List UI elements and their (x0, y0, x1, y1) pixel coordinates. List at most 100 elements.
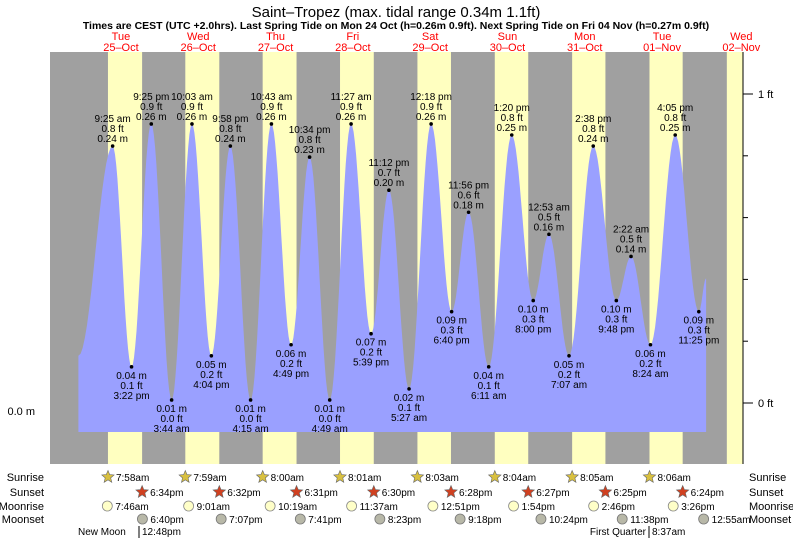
low-tide-point (327, 398, 332, 402)
moonset-time: 8:23pm (388, 515, 421, 526)
high-tide-time: 12:18 pm (410, 92, 452, 103)
low-tide-m: 0.09 m (684, 316, 715, 327)
moonrise-time: 9:01am (197, 502, 230, 513)
moonset-time: 11:38pm (630, 515, 668, 526)
low-tide-point (209, 354, 214, 358)
day-date: 28–Oct (335, 42, 370, 54)
moonset-icon (137, 513, 148, 525)
high-tide-time: 4:05 pm (657, 103, 693, 114)
moonset-icon (374, 513, 386, 525)
low-tide-point (614, 298, 619, 303)
row-label-right-moonset: Moonset (749, 514, 791, 526)
day-name: Tue (112, 31, 131, 43)
low-tide-point (169, 398, 174, 402)
sunrise-icon (178, 469, 193, 483)
moonrise-icon (264, 500, 276, 512)
low-tide-ft: 0.0 ft (319, 414, 341, 425)
moonset-icon (294, 513, 306, 525)
high-tide-time: 12:53 am (528, 202, 570, 213)
sunrise-icon (410, 469, 425, 483)
sunset-time: 6:32pm (227, 488, 260, 499)
day-labels: Tue25–OctWed26–OctThu27–OctFri28–OctSat2… (103, 31, 761, 54)
low-tide-time: 3:22 pm (113, 391, 149, 402)
right-axis-label: 1 ft (758, 89, 773, 101)
high-tide-time: 2:22 am (613, 224, 649, 235)
left-axis-zero-label: 0.0 m (7, 406, 35, 418)
high-tide-ft: 0.5 ft (538, 212, 560, 223)
high-tide-point (228, 144, 233, 148)
low-tide-point (289, 342, 293, 347)
high-tide-m: 0.26 m (136, 112, 167, 123)
high-tide-time: 9:58 pm (212, 114, 248, 125)
high-tide-point (149, 122, 154, 126)
high-tide-m: 0.26 m (336, 112, 367, 123)
sunset-icon (521, 484, 536, 498)
high-tide-point (349, 122, 353, 126)
high-tide-time: 1:20 pm (494, 103, 530, 114)
low-tide-time: 11:25 pm (678, 336, 719, 347)
sunset-icon (675, 484, 690, 498)
low-tide-m: 0.06 m (276, 349, 307, 360)
high-tide-ft: 0.9 ft (420, 102, 442, 113)
sunset-icon (444, 484, 458, 498)
day-date: 30–Oct (490, 42, 525, 54)
low-tide-m: 0.01 m (156, 404, 187, 415)
moon-phase-name: First Quarter (590, 527, 647, 538)
low-tide-ft: 0.3 ft (605, 315, 627, 326)
low-tide-time: 4:04 pm (193, 380, 229, 391)
low-tide-time: 3:44 am (154, 424, 190, 435)
low-tide-point (369, 331, 373, 336)
high-tide-time: 11:56 pm (448, 180, 489, 191)
sunrise-time: 7:58am (116, 473, 149, 484)
tide-curve (78, 124, 707, 432)
high-tide-point (307, 155, 312, 159)
sunset-time: 6:27pm (536, 488, 569, 499)
moonrise-icon (346, 500, 358, 512)
low-tide-ft: 0.2 ft (639, 359, 661, 370)
moonrise-time: 2:46pm (602, 502, 635, 513)
high-tide-point (509, 133, 514, 137)
moonset-time: 9:18pm (468, 515, 501, 526)
low-tide-m: 0.02 m (394, 393, 425, 404)
high-tide-point (591, 144, 596, 148)
high-tide-point (547, 232, 551, 237)
high-tide-time: 10:34 pm (289, 125, 331, 136)
row-label-right-sunset: Sunset (749, 487, 783, 499)
moonrise-time: 10:19am (278, 502, 317, 513)
high-tide-ft: 0.9 ft (140, 102, 162, 113)
high-tide-ft: 0.8 ft (298, 135, 320, 146)
tide-area (78, 124, 707, 432)
high-tide-point (190, 122, 194, 126)
day-name: Sun (498, 31, 518, 43)
row-label-left-sunset: Sunset (10, 487, 44, 499)
high-tide-m: 0.24 m (97, 134, 128, 145)
high-tide-ft: 0.8 ft (501, 113, 523, 124)
sunset-icon (366, 484, 381, 498)
moon-phase-time: 12:48pm (142, 527, 181, 538)
moonrise-time: 3:26pm (681, 502, 714, 513)
low-tide-point (697, 309, 701, 314)
low-tide-time: 8:24 am (632, 369, 668, 380)
sunrise-time: 8:06am (657, 473, 690, 484)
row-label-left-moonrise: Moonrise (0, 501, 44, 513)
day-name: Mon (574, 31, 595, 43)
high-tide-time: 10:43 am (251, 92, 293, 103)
sunset-time: 6:28pm (459, 488, 492, 499)
low-tide-m: 0.05 m (196, 360, 227, 371)
day-name: Wed (730, 31, 752, 43)
sunrise-icon (565, 469, 580, 483)
sunrise-icon (333, 469, 347, 483)
row-label-right-moonrise: Moonrise (749, 501, 793, 513)
low-tide-m: 0.07 m (356, 338, 387, 349)
low-tide-m: 0.10 m (518, 305, 549, 316)
high-tide-ft: 0.8 ft (219, 124, 241, 135)
moonrise-icon (667, 500, 679, 512)
low-tide-m: 0.06 m (635, 349, 666, 360)
sunrise-time: 8:01am (348, 473, 381, 484)
low-tide-ft: 0.0 ft (239, 414, 261, 425)
high-tide-point (387, 188, 391, 192)
high-tide-point (466, 210, 471, 215)
sunrise-time: 8:00am (271, 473, 304, 484)
sunrise-icon (642, 469, 657, 483)
